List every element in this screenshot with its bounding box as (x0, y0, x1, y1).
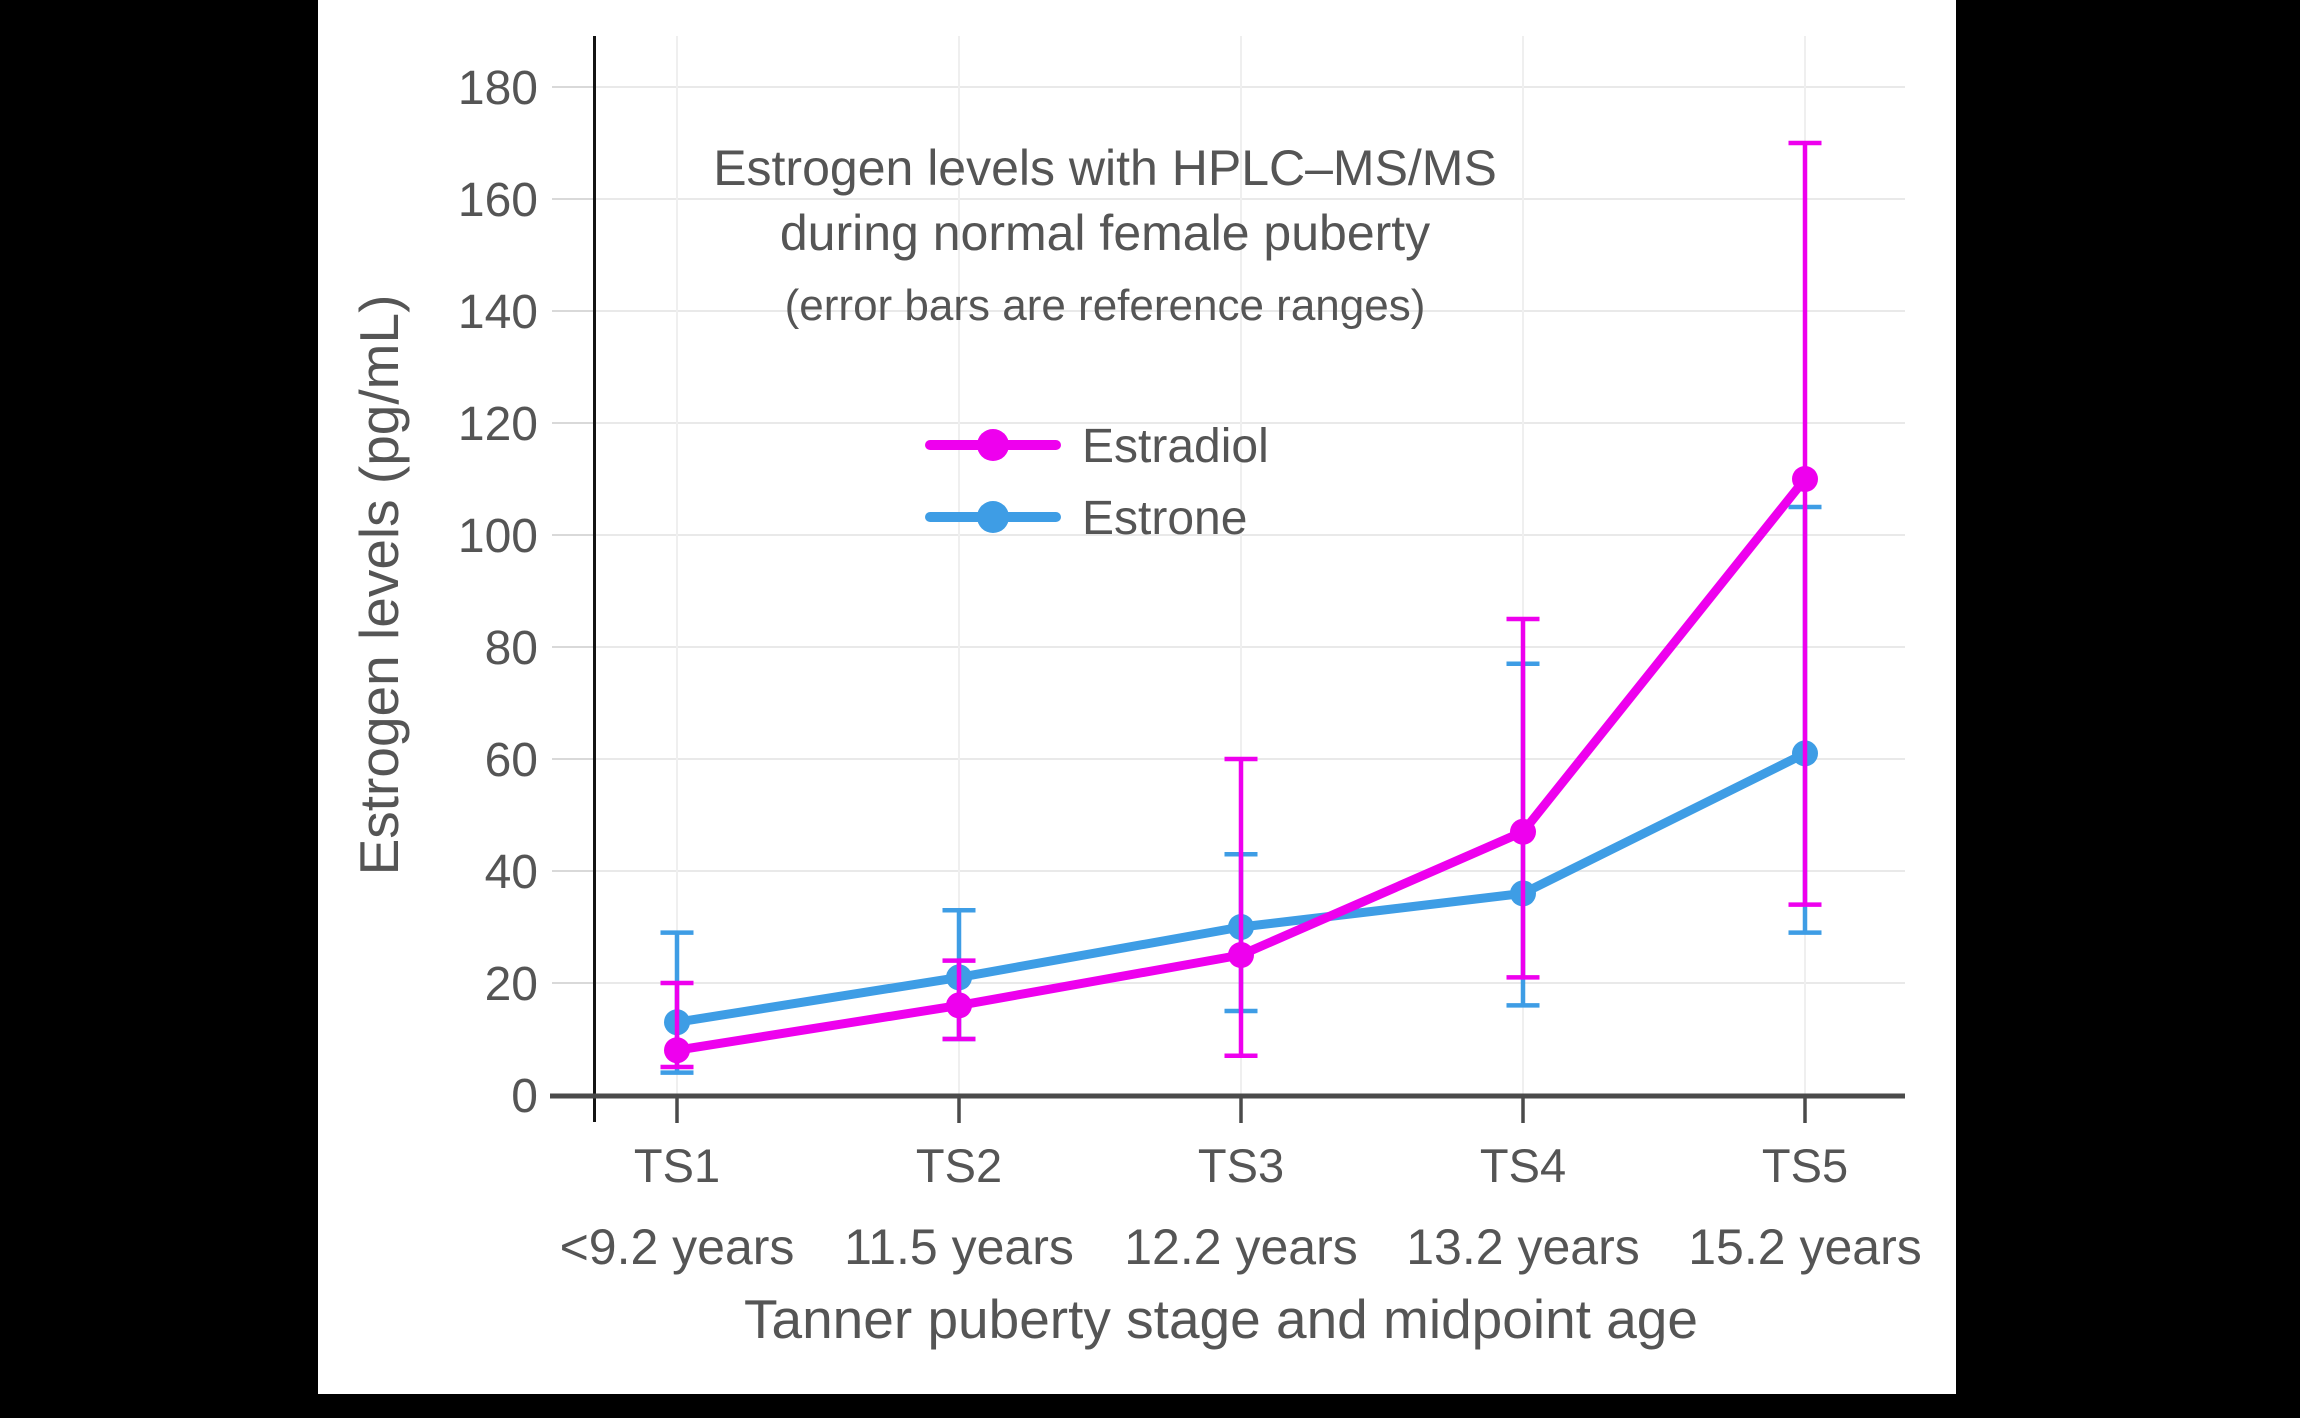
series-layer (660, 140, 1822, 1075)
legend-label-estrone: Estrone (1082, 492, 1247, 545)
legend-marker-estrone-icon (977, 501, 1009, 533)
data-point (1228, 942, 1254, 968)
data-point (1510, 818, 1536, 845)
text-layer: Estrogen levels with HPLC–MS/MS during n… (348, 140, 1698, 1350)
legend-marker-estradiol-icon (977, 429, 1009, 461)
y-tick-label: 140 (458, 286, 538, 339)
x-tick-label: TS3 (1198, 1139, 1284, 1192)
y-tick-label: 40 (485, 846, 538, 899)
y-tick-label: 120 (458, 398, 538, 451)
x-tick-sublabel: 15.2 years (1688, 1219, 1921, 1275)
y-tick-label: 180 (458, 62, 538, 115)
series-estradiol (660, 140, 1822, 1070)
chart-subtitle: (error bars are reference ranges) (785, 281, 1426, 330)
y-tick-label: 20 (485, 958, 538, 1011)
chart-panel-background (318, 0, 1956, 1394)
legend-item-estrone: Estrone (925, 492, 1247, 545)
x-axis-title: Tanner puberty stage and midpoint age (744, 1288, 1698, 1350)
x-tick-label: TS5 (1762, 1139, 1848, 1192)
axis-layer (550, 36, 1905, 1122)
x-tick-sublabel: 12.2 years (1124, 1219, 1357, 1275)
legend: Estradiol Estrone (925, 420, 1269, 545)
legend-label-estradiol: Estradiol (1082, 420, 1269, 473)
x-tick-sublabel: 11.5 years (844, 1219, 1074, 1275)
x-tick-label: TS2 (916, 1139, 1002, 1192)
y-tick-label: 160 (458, 174, 538, 227)
data-point (1792, 466, 1818, 492)
data-point (664, 1037, 690, 1064)
y-tick-label: 0 (511, 1070, 538, 1123)
x-tick-label: TS1 (634, 1139, 720, 1192)
y-tick-label: 80 (485, 622, 538, 675)
data-point (946, 992, 972, 1019)
tick-label-layer: 0 20 40 60 80 100 120 140 160 180 TS1 <9.2 years TS2… (458, 62, 1922, 1275)
y-axis-title: Estrogen levels (pg/mL) (348, 295, 410, 876)
x-tick-sublabel: 13.2 years (1406, 1219, 1639, 1275)
y-tick-label: 60 (485, 734, 538, 787)
legend-item-estradiol: Estradiol (925, 420, 1269, 473)
x-tick-label: TS4 (1480, 1139, 1566, 1192)
y-tick-label: 100 (458, 510, 538, 563)
chart-title-line1: Estrogen levels with HPLC–MS/MS (713, 140, 1497, 196)
x-tick-sublabel: <9.2 years (560, 1219, 795, 1275)
chart-title-line2: during normal female puberty (780, 205, 1430, 261)
